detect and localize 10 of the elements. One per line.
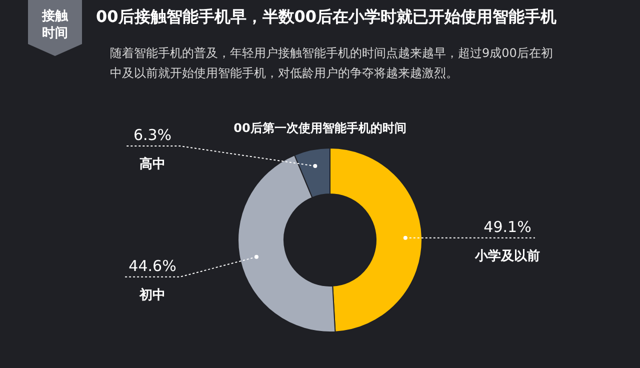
chart-subtitle: 随着智能手机的普及，年轻用户接触智能手机的时间点越来越早，超过9成00后在初中及以前就开始使用智能手机，对低龄用户的争夺将越来越激烈。: [110, 46, 553, 80]
data-label: 49.1%: [484, 218, 532, 236]
data-label: 6.3%: [133, 126, 172, 144]
data-label: 44.6%: [128, 256, 176, 275]
text: 接触时间: [41, 8, 69, 41]
slice-label: 初中: [138, 286, 166, 303]
slice-label: 小学及以前: [474, 248, 540, 264]
chart-title: 00后接触智能手机早，半数00后在小学时就已开始使用智能手机: [96, 7, 557, 26]
slice-label: 高中: [140, 156, 166, 172]
text: 00后第一次使用智能手机的时间: [234, 121, 406, 135]
